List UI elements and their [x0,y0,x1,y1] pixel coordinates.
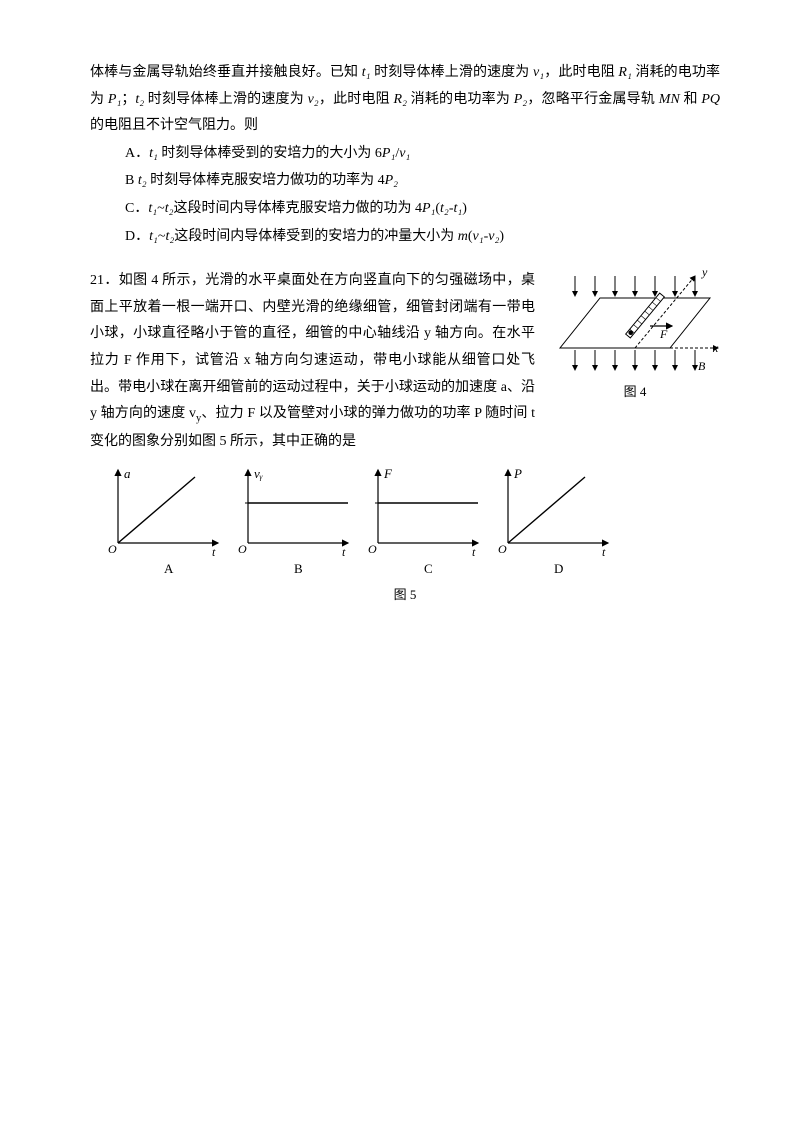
txt: ，此时电阻 [319,92,394,107]
var: v₂ [488,229,499,244]
var-v1: v₁ [533,65,544,80]
txt: 的电阻且不计空气阻力。则 [90,118,258,133]
txt: ，此时电阻 [544,65,618,80]
var: t₂ [165,229,174,244]
svg-text:C: C [424,561,433,576]
txt: ； [121,92,135,107]
txt: ) [462,201,467,216]
txt: 和 [680,92,702,107]
var: t₁ [149,229,158,244]
svg-text:x: x [712,341,719,355]
svg-text:P: P [513,466,522,481]
svg-text:vᵧ: vᵧ [254,466,263,481]
txt: 时刻导体棒受到的安培力的大小为 6 [158,146,382,161]
q21-num: 21． [90,273,119,288]
var: t₁ [149,146,158,161]
svg-text:O: O [498,542,507,556]
svg-text:t: t [472,545,476,559]
figure-4: Fx y B 图 4 [550,268,720,405]
option-d: D．t₁~t₂这段时间内导体棒受到的安培力的冲量大小为 m(v₁-v₂) [125,224,720,251]
txt: 时刻导体棒上滑的速度为 [371,65,533,80]
q21-body: 如图 4 所示，光滑的水平桌面处在方向竖直向下的匀强磁场中，桌面上平放着一根一端… [90,273,535,421]
opt-label: A． [125,146,149,161]
svg-text:A: A [164,561,174,576]
var-v2: v₂ [308,92,319,107]
var-R2: R₂ [394,92,407,107]
txt: 时刻导体棒上滑的速度为 [144,92,308,107]
var-t2: t₂ [135,92,144,107]
var: v₁ [473,229,484,244]
svg-text:t: t [342,545,346,559]
svg-text:O: O [368,542,377,556]
txt: ，忽略平行金属导轨 [527,92,659,107]
var-P1: P₁ [108,92,121,107]
var: t₂ [440,201,449,216]
svg-text:t: t [602,545,606,559]
fig5-caption: 图 5 [90,583,720,608]
var: v₁ [399,146,410,161]
var-P2: P₂ [514,92,527,107]
option-c: C．t₁~t₂这段时间内导体棒克服安培力做的功为 4P₁(t₂-t₁) [125,196,720,223]
svg-text:F: F [659,327,668,341]
q21-text: 21．如图 4 所示，光滑的水平桌面处在方向竖直向下的匀强磁场中，桌面上平放着一… [90,268,535,455]
svg-text:t: t [212,545,216,559]
fig5-svg: Ot a A Ot vᵧ B Ot F C Ot P D [90,465,630,585]
var-MN: MN [659,92,680,107]
svg-text:F: F [383,466,393,481]
svg-text:O: O [238,542,247,556]
txt: 消耗的电功率为 [407,92,514,107]
fig4-svg: Fx y B [550,268,720,378]
q20-options: A．t₁ 时刻导体棒受到的安培力的大小为 6P₁/v₁ B t₂ 时刻导体棒克服… [90,141,720,250]
var: P₁ [382,146,395,161]
var: t₁ [148,201,157,216]
txt: 体棒与金属导轨始终垂直并接触良好。已知 [90,65,362,80]
opt-label: C． [125,201,148,216]
opt-label: D． [125,229,149,244]
svg-text:B: B [698,359,706,373]
var: t₁ [453,201,462,216]
svg-text:a: a [124,466,131,481]
svg-text:B: B [294,561,303,576]
var-t1: t₁ [362,65,371,80]
var: t₂ [138,173,147,188]
var: P₁ [422,201,435,216]
var-R1: R₁ [618,65,631,80]
var: m [458,229,468,244]
txt: ) [499,229,504,244]
option-b: B t₂ 时刻导体棒克服安培力做功的功率为 4P₂ [125,168,720,195]
option-a: A．t₁ 时刻导体棒受到的安培力的大小为 6P₁/v₁ [125,141,720,168]
q21-block: 21．如图 4 所示，光滑的水平桌面处在方向竖直向下的匀强磁场中，桌面上平放着一… [90,268,720,455]
opt-label: B [125,173,138,188]
txt: 时刻导体棒克服安培力做功的功率为 4 [147,173,385,188]
svg-text:O: O [108,542,117,556]
txt: 这段时间内导体棒受到的安培力的冲量大小为 [174,229,458,244]
var-PQ: PQ [701,92,720,107]
svg-text:D: D [554,561,563,576]
fig4-caption: 图 4 [550,380,720,405]
figure-5: Ot a A Ot vᵧ B Ot F C Ot P D 图 5 [90,465,720,608]
txt: 这段时间内导体棒克服安培力做的功为 4 [173,201,422,216]
txt: ~ [157,201,165,216]
var: P₂ [385,173,398,188]
q20-paragraph: 体棒与金属导轨始终垂直并接触良好。已知 t₁ 时刻导体棒上滑的速度为 v₁，此时… [90,60,720,140]
svg-text:y: y [701,268,708,279]
